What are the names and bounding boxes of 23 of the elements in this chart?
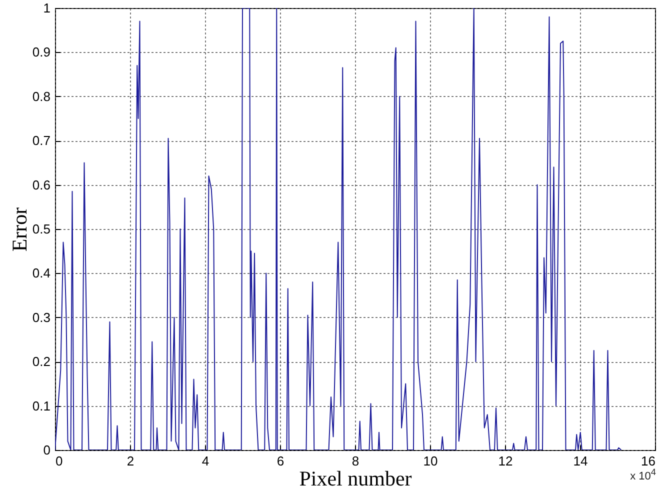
y-tick-label: 0.1 bbox=[32, 398, 50, 414]
y-tick-label: 0.3 bbox=[32, 310, 50, 325]
x-tick-label: 14 bbox=[573, 454, 588, 468]
x-tick-label: 16 bbox=[641, 454, 656, 468]
y-tick-label: 0.6 bbox=[32, 177, 50, 192]
x-tick-label: 10 bbox=[423, 454, 438, 468]
axis-multiplier-note: x 10$^{4}$ bbox=[630, 467, 656, 483]
x-tick-label: 0 bbox=[56, 454, 63, 468]
y-tick-label: 0.7 bbox=[32, 133, 50, 148]
x-axis-title: Pixel number bbox=[299, 466, 412, 490]
y-axis-title: Error bbox=[7, 207, 32, 252]
y-tick-label: 0.9 bbox=[32, 44, 50, 60]
x-tick-label: 12 bbox=[498, 454, 513, 468]
y-tick-label: 1 bbox=[43, 0, 50, 16]
x-tick-label: 8 bbox=[352, 454, 360, 468]
y-tick-label: 0 bbox=[43, 442, 50, 458]
y-tick-label: 0.8 bbox=[32, 88, 50, 104]
y-tick-label: 0.5 bbox=[32, 222, 50, 236]
x-tick-label: 6 bbox=[276, 454, 284, 468]
x-tick-label: 2 bbox=[126, 454, 134, 468]
y-tick-label: 0.4 bbox=[32, 266, 50, 281]
x-tick-label: 4 bbox=[202, 454, 210, 468]
y-tick-label: 0.2 bbox=[32, 354, 50, 370]
